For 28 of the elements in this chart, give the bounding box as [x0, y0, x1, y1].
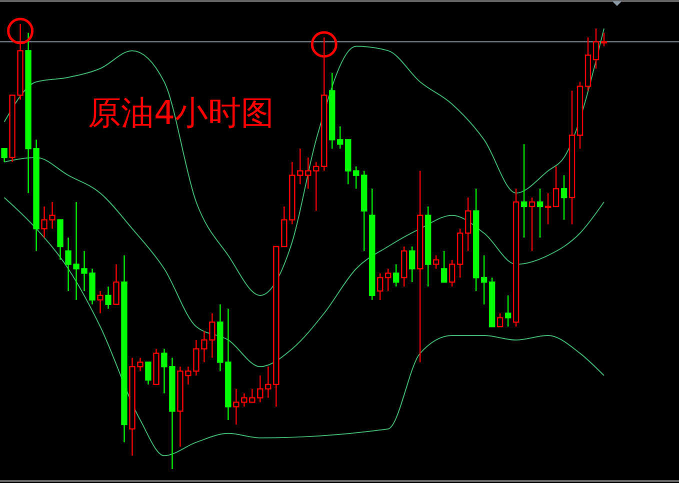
candlestick	[552, 166, 560, 208]
candlestick	[560, 174, 568, 220]
candlestick	[377, 272, 384, 300]
candlestick	[536, 188, 544, 238]
candlestick	[313, 161, 320, 212]
candlestick	[440, 250, 448, 283]
candlestick	[393, 264, 400, 288]
candlestick	[448, 259, 456, 288]
text: 原油4小时图	[88, 93, 274, 132]
candlestick	[408, 246, 416, 283]
candlestick	[480, 254, 488, 305]
candlestick	[1, 148, 8, 163]
candlestick	[592, 28, 600, 70]
candlestick	[105, 286, 112, 310]
candlestick	[496, 312, 504, 328]
candlestick	[432, 254, 440, 270]
candlestick	[544, 192, 552, 225]
candlestick	[337, 126, 344, 150]
candlestick	[113, 264, 120, 305]
candlestick	[464, 196, 472, 252]
candlestick	[353, 166, 360, 190]
candlestick	[385, 268, 392, 292]
candlestick	[145, 362, 152, 386]
candlestick	[97, 290, 104, 314]
candlestick	[520, 144, 528, 238]
candlestick	[600, 32, 608, 47]
candlestick	[504, 294, 512, 328]
candlestick	[528, 196, 536, 252]
